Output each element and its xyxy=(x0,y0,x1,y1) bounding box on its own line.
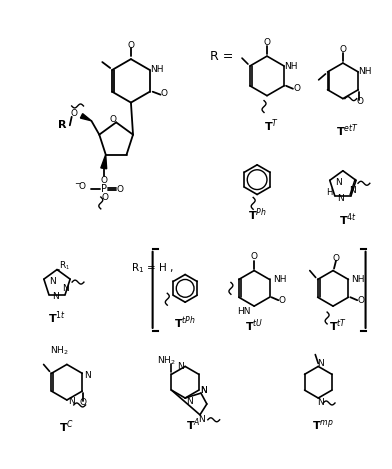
Text: N: N xyxy=(49,277,55,286)
Text: O: O xyxy=(116,185,123,194)
Text: N: N xyxy=(338,194,344,203)
Text: NH$_2$: NH$_2$ xyxy=(50,344,68,357)
Text: O: O xyxy=(293,84,300,93)
Text: N: N xyxy=(52,292,58,301)
Text: T$^{C}$: T$^{C}$ xyxy=(59,418,74,435)
Text: N: N xyxy=(186,398,192,407)
Text: NH: NH xyxy=(352,275,365,284)
Text: T$^{4t}$: T$^{4t}$ xyxy=(339,212,357,228)
Text: O: O xyxy=(78,182,85,190)
Text: NH: NH xyxy=(150,66,163,75)
Text: $_1$: $_1$ xyxy=(65,264,70,272)
Polygon shape xyxy=(80,113,91,121)
Text: R: R xyxy=(58,121,66,130)
Text: O: O xyxy=(160,89,167,98)
Text: O: O xyxy=(357,97,364,106)
Text: NH$_2$: NH$_2$ xyxy=(157,354,176,367)
Text: T$^{tU}$: T$^{tU}$ xyxy=(245,318,263,334)
Text: O: O xyxy=(127,41,134,50)
Text: O: O xyxy=(80,399,87,408)
Text: T$^{tPh}$: T$^{tPh}$ xyxy=(174,315,196,331)
Text: N: N xyxy=(336,178,342,187)
Text: O: O xyxy=(263,38,270,47)
Text: O: O xyxy=(70,109,77,118)
Text: R: R xyxy=(59,261,65,270)
Text: N: N xyxy=(317,359,323,368)
Text: R =: R = xyxy=(210,50,233,63)
Text: O: O xyxy=(101,192,108,202)
Text: O: O xyxy=(250,252,258,261)
Text: N: N xyxy=(69,398,75,407)
Text: O: O xyxy=(110,115,117,124)
Polygon shape xyxy=(101,154,107,169)
Text: N: N xyxy=(317,399,323,408)
Text: T$^{tT}$: T$^{tT}$ xyxy=(329,318,347,334)
Text: N: N xyxy=(200,386,207,394)
Text: O: O xyxy=(279,296,286,305)
Text: N: N xyxy=(349,186,356,195)
Text: NH: NH xyxy=(284,61,298,70)
Text: −: − xyxy=(74,179,80,188)
Text: N: N xyxy=(84,371,91,380)
Text: O: O xyxy=(339,45,347,54)
Text: R$_1$ = H ,: R$_1$ = H , xyxy=(131,262,174,275)
Text: NH: NH xyxy=(358,68,372,76)
Text: H: H xyxy=(326,188,332,197)
Text: T$^{1t}$: T$^{1t}$ xyxy=(48,310,66,326)
Text: P: P xyxy=(101,184,107,194)
Text: O: O xyxy=(358,296,365,305)
Text: N: N xyxy=(198,415,205,424)
Text: T$^{Ph}$: T$^{Ph}$ xyxy=(248,206,267,223)
Text: T$^{etT}$: T$^{etT}$ xyxy=(336,122,359,138)
Text: O: O xyxy=(100,176,107,185)
Text: HN: HN xyxy=(238,307,251,316)
Text: N: N xyxy=(62,284,69,293)
Text: T$^{mp}$: T$^{mp}$ xyxy=(312,418,334,432)
Text: T$^{A}$: T$^{A}$ xyxy=(186,416,200,433)
Text: NH: NH xyxy=(273,275,286,284)
Text: N: N xyxy=(201,386,207,394)
Text: N: N xyxy=(177,362,183,371)
Text: O: O xyxy=(332,254,339,263)
Text: T$^{T}$: T$^{T}$ xyxy=(265,117,279,134)
